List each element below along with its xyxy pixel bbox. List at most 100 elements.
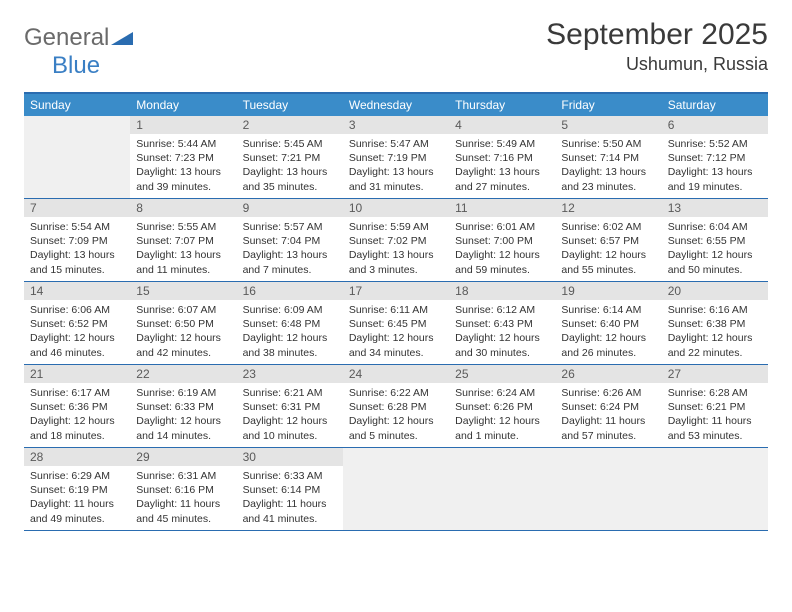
day-number: 17 (343, 282, 449, 300)
day-cell: 12Sunrise: 6:02 AMSunset: 6:57 PMDayligh… (555, 199, 661, 281)
day-cell: 30Sunrise: 6:33 AMSunset: 6:14 PMDayligh… (237, 448, 343, 530)
sunset-text: Sunset: 6:16 PM (136, 483, 230, 497)
daylight-text: Daylight: 12 hours and 26 minutes. (561, 331, 655, 359)
sunrise-text: Sunrise: 6:31 AM (136, 469, 230, 483)
day-cell-empty (343, 448, 449, 530)
sunset-text: Sunset: 6:36 PM (30, 400, 124, 414)
daylight-text: Daylight: 13 hours and 27 minutes. (455, 165, 549, 193)
sunrise-text: Sunrise: 6:28 AM (668, 386, 762, 400)
calendar: SundayMondayTuesdayWednesdayThursdayFrid… (24, 92, 768, 531)
sunset-text: Sunset: 6:28 PM (349, 400, 443, 414)
day-number: 25 (449, 365, 555, 383)
daylight-text: Daylight: 13 hours and 3 minutes. (349, 248, 443, 276)
day-body: Sunrise: 5:55 AMSunset: 7:07 PMDaylight:… (130, 217, 236, 281)
sunset-text: Sunset: 6:45 PM (349, 317, 443, 331)
sunrise-text: Sunrise: 6:14 AM (561, 303, 655, 317)
brand-triangle-icon (111, 32, 133, 49)
sunrise-text: Sunrise: 5:59 AM (349, 220, 443, 234)
day-cell: 4Sunrise: 5:49 AMSunset: 7:16 PMDaylight… (449, 116, 555, 198)
day-body: Sunrise: 6:06 AMSunset: 6:52 PMDaylight:… (24, 300, 130, 364)
title-block: September 2025 Ushumun, Russia (546, 18, 768, 75)
day-cell: 14Sunrise: 6:06 AMSunset: 6:52 PMDayligh… (24, 282, 130, 364)
day-cell: 28Sunrise: 6:29 AMSunset: 6:19 PMDayligh… (24, 448, 130, 530)
day-number: 21 (24, 365, 130, 383)
daylight-text: Daylight: 11 hours and 57 minutes. (561, 414, 655, 442)
brand-part1: General (24, 24, 109, 51)
day-body: Sunrise: 6:01 AMSunset: 7:00 PMDaylight:… (449, 217, 555, 281)
day-cell: 27Sunrise: 6:28 AMSunset: 6:21 PMDayligh… (662, 365, 768, 447)
day-body: Sunrise: 6:21 AMSunset: 6:31 PMDaylight:… (237, 383, 343, 447)
day-cell-empty (662, 448, 768, 530)
sunrise-text: Sunrise: 5:54 AM (30, 220, 124, 234)
day-body: Sunrise: 5:45 AMSunset: 7:21 PMDaylight:… (237, 134, 343, 198)
brand-logo: General Blue (24, 18, 133, 80)
sunrise-text: Sunrise: 6:06 AM (30, 303, 124, 317)
day-cell: 15Sunrise: 6:07 AMSunset: 6:50 PMDayligh… (130, 282, 236, 364)
day-cell: 21Sunrise: 6:17 AMSunset: 6:36 PMDayligh… (24, 365, 130, 447)
sunrise-text: Sunrise: 5:55 AM (136, 220, 230, 234)
weekday-header: Friday (555, 94, 661, 116)
sunrise-text: Sunrise: 6:01 AM (455, 220, 549, 234)
day-cell: 16Sunrise: 6:09 AMSunset: 6:48 PMDayligh… (237, 282, 343, 364)
brand-part2: Blue (52, 52, 100, 79)
week-row: 7Sunrise: 5:54 AMSunset: 7:09 PMDaylight… (24, 199, 768, 282)
sunset-text: Sunset: 7:09 PM (30, 234, 124, 248)
day-number: 22 (130, 365, 236, 383)
weekday-header: Monday (130, 94, 236, 116)
sunset-text: Sunset: 6:14 PM (243, 483, 337, 497)
day-body: Sunrise: 6:16 AMSunset: 6:38 PMDaylight:… (662, 300, 768, 364)
sunset-text: Sunset: 6:21 PM (668, 400, 762, 414)
day-number: 4 (449, 116, 555, 134)
daylight-text: Daylight: 11 hours and 53 minutes. (668, 414, 762, 442)
sunset-text: Sunset: 7:07 PM (136, 234, 230, 248)
header: General Blue September 2025 Ushumun, Rus… (24, 18, 768, 80)
sunrise-text: Sunrise: 6:26 AM (561, 386, 655, 400)
day-body: Sunrise: 6:33 AMSunset: 6:14 PMDaylight:… (237, 466, 343, 530)
brand-text: General Blue (24, 24, 133, 80)
week-row: 14Sunrise: 6:06 AMSunset: 6:52 PMDayligh… (24, 282, 768, 365)
day-body: Sunrise: 6:12 AMSunset: 6:43 PMDaylight:… (449, 300, 555, 364)
week-row: 1Sunrise: 5:44 AMSunset: 7:23 PMDaylight… (24, 116, 768, 199)
sunrise-text: Sunrise: 6:24 AM (455, 386, 549, 400)
day-body: Sunrise: 6:28 AMSunset: 6:21 PMDaylight:… (662, 383, 768, 447)
day-cell: 13Sunrise: 6:04 AMSunset: 6:55 PMDayligh… (662, 199, 768, 281)
sunrise-text: Sunrise: 6:21 AM (243, 386, 337, 400)
day-cell-empty (555, 448, 661, 530)
day-cell: 7Sunrise: 5:54 AMSunset: 7:09 PMDaylight… (24, 199, 130, 281)
sunrise-text: Sunrise: 6:11 AM (349, 303, 443, 317)
daylight-text: Daylight: 13 hours and 31 minutes. (349, 165, 443, 193)
sunset-text: Sunset: 7:02 PM (349, 234, 443, 248)
sunset-text: Sunset: 6:26 PM (455, 400, 549, 414)
day-cell: 1Sunrise: 5:44 AMSunset: 7:23 PMDaylight… (130, 116, 236, 198)
sunset-text: Sunset: 7:14 PM (561, 151, 655, 165)
sunrise-text: Sunrise: 5:50 AM (561, 137, 655, 151)
daylight-text: Daylight: 11 hours and 49 minutes. (30, 497, 124, 525)
day-cell: 17Sunrise: 6:11 AMSunset: 6:45 PMDayligh… (343, 282, 449, 364)
location-label: Ushumun, Russia (546, 54, 768, 75)
weekday-header: Saturday (662, 94, 768, 116)
daylight-text: Daylight: 12 hours and 14 minutes. (136, 414, 230, 442)
daylight-text: Daylight: 13 hours and 19 minutes. (668, 165, 762, 193)
daylight-text: Daylight: 13 hours and 35 minutes. (243, 165, 337, 193)
daylight-text: Daylight: 11 hours and 41 minutes. (243, 497, 337, 525)
sunrise-text: Sunrise: 5:47 AM (349, 137, 443, 151)
day-body: Sunrise: 6:22 AMSunset: 6:28 PMDaylight:… (343, 383, 449, 447)
day-number: 16 (237, 282, 343, 300)
day-body: Sunrise: 6:02 AMSunset: 6:57 PMDaylight:… (555, 217, 661, 281)
page-title: September 2025 (546, 18, 768, 52)
day-cell: 29Sunrise: 6:31 AMSunset: 6:16 PMDayligh… (130, 448, 236, 530)
day-cell: 18Sunrise: 6:12 AMSunset: 6:43 PMDayligh… (449, 282, 555, 364)
day-cell: 22Sunrise: 6:19 AMSunset: 6:33 PMDayligh… (130, 365, 236, 447)
sunset-text: Sunset: 7:16 PM (455, 151, 549, 165)
day-body: Sunrise: 5:49 AMSunset: 7:16 PMDaylight:… (449, 134, 555, 198)
day-body: Sunrise: 6:17 AMSunset: 6:36 PMDaylight:… (24, 383, 130, 447)
day-cell: 19Sunrise: 6:14 AMSunset: 6:40 PMDayligh… (555, 282, 661, 364)
daylight-text: Daylight: 11 hours and 45 minutes. (136, 497, 230, 525)
day-body: Sunrise: 6:11 AMSunset: 6:45 PMDaylight:… (343, 300, 449, 364)
day-body: Sunrise: 5:50 AMSunset: 7:14 PMDaylight:… (555, 134, 661, 198)
sunrise-text: Sunrise: 6:17 AM (30, 386, 124, 400)
page: General Blue September 2025 Ushumun, Rus… (0, 0, 792, 549)
day-cell: 24Sunrise: 6:22 AMSunset: 6:28 PMDayligh… (343, 365, 449, 447)
daylight-text: Daylight: 12 hours and 18 minutes. (30, 414, 124, 442)
day-number: 20 (662, 282, 768, 300)
